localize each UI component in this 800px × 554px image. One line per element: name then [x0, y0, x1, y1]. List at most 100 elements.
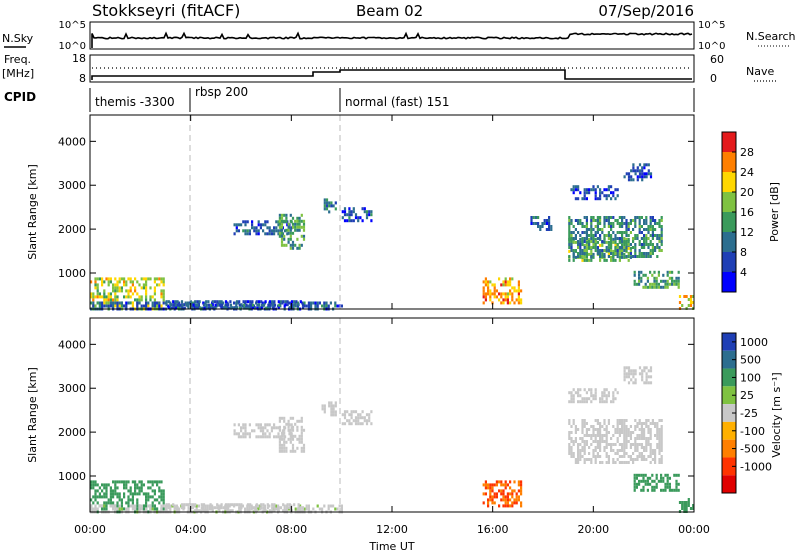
data-cell	[596, 419, 599, 422]
data-cell	[599, 455, 602, 458]
data-cell	[283, 431, 286, 435]
data-cell	[594, 219, 597, 222]
data-cell	[673, 488, 676, 492]
data-cell	[638, 282, 641, 286]
data-cell	[290, 306, 294, 310]
data-cell	[623, 366, 626, 370]
data-cell	[125, 280, 128, 284]
data-cell	[585, 258, 588, 262]
data-cell	[656, 437, 659, 440]
data-cell	[594, 225, 597, 228]
data-cell	[151, 301, 154, 305]
data-cell	[114, 504, 117, 508]
data-cell	[656, 222, 659, 225]
data-cell	[581, 419, 584, 422]
data-cell	[625, 225, 628, 228]
data-cell	[627, 228, 630, 231]
data-cell	[259, 423, 262, 427]
data-cell	[570, 240, 573, 243]
data-cell	[634, 246, 637, 249]
data-cell	[643, 237, 646, 240]
data-cell	[651, 237, 654, 240]
data-cell	[601, 228, 604, 231]
data-cell	[112, 298, 115, 302]
data-cell	[583, 216, 586, 219]
data-cell	[545, 228, 548, 231]
data-cell	[629, 219, 632, 222]
data-cell	[581, 222, 584, 225]
data-cell	[605, 394, 608, 398]
data-cell	[585, 228, 588, 231]
data-cell	[581, 455, 584, 458]
data-cell	[642, 473, 645, 477]
data-cell	[283, 428, 286, 432]
data-cell	[221, 306, 224, 310]
data-cell	[224, 503, 228, 507]
data-cell	[577, 458, 580, 461]
data-cell	[178, 507, 181, 511]
data-cell	[616, 458, 619, 461]
data-cell	[350, 219, 353, 223]
data-cell	[194, 503, 197, 507]
data-cell	[190, 303, 193, 307]
data-cell	[116, 289, 119, 293]
data-cell	[607, 216, 610, 219]
data-cell	[291, 425, 295, 429]
data-cell	[603, 419, 606, 422]
data-cell	[242, 423, 245, 427]
data-cell	[484, 280, 487, 284]
data-cell	[294, 449, 297, 453]
data-cell	[233, 423, 236, 427]
data-cell	[673, 282, 676, 286]
data-cell	[656, 234, 659, 237]
data-cell	[280, 449, 284, 453]
data-cell	[352, 207, 355, 211]
data-cell	[643, 369, 646, 373]
data-cell	[671, 488, 674, 492]
data-cell	[107, 283, 110, 287]
data-cell	[354, 422, 358, 426]
data-cell	[539, 225, 542, 228]
data-cell	[607, 249, 610, 252]
data-cell	[638, 231, 641, 234]
data-cell	[623, 437, 626, 440]
data-cell	[204, 504, 207, 508]
data-cell	[638, 169, 642, 173]
data-cell	[266, 423, 269, 427]
data-cell	[138, 480, 141, 484]
data-cell	[198, 509, 201, 513]
data-cell	[123, 492, 126, 496]
data-cell	[517, 289, 520, 293]
data-cell	[300, 428, 303, 432]
beam-title: Beam 02	[356, 2, 423, 20]
data-cell	[610, 234, 613, 237]
data-cell	[294, 219, 297, 223]
data-cell	[509, 480, 512, 484]
data-cell	[666, 479, 669, 483]
data-cell	[489, 486, 492, 490]
data-cell	[226, 301, 229, 305]
data-cell	[685, 295, 688, 298]
data-cell	[607, 443, 610, 446]
data-cell	[237, 435, 240, 439]
data-cell	[352, 210, 355, 214]
data-cell	[493, 292, 496, 296]
data-cell	[585, 219, 588, 222]
data-cell	[594, 434, 597, 437]
data-cell	[599, 443, 602, 446]
data-cell	[487, 283, 490, 287]
data-cell	[196, 300, 199, 304]
data-cell	[125, 283, 128, 287]
data-cell	[634, 443, 637, 446]
data-cell	[346, 219, 349, 223]
data-cell	[638, 225, 641, 228]
data-cell	[572, 397, 575, 401]
data-cell	[229, 503, 232, 507]
velocity-panel-bg	[90, 318, 694, 512]
data-cell	[599, 249, 602, 252]
data-cell	[291, 240, 295, 244]
data-cell	[610, 246, 613, 249]
data-cell	[607, 243, 610, 247]
data-cell	[334, 410, 337, 414]
